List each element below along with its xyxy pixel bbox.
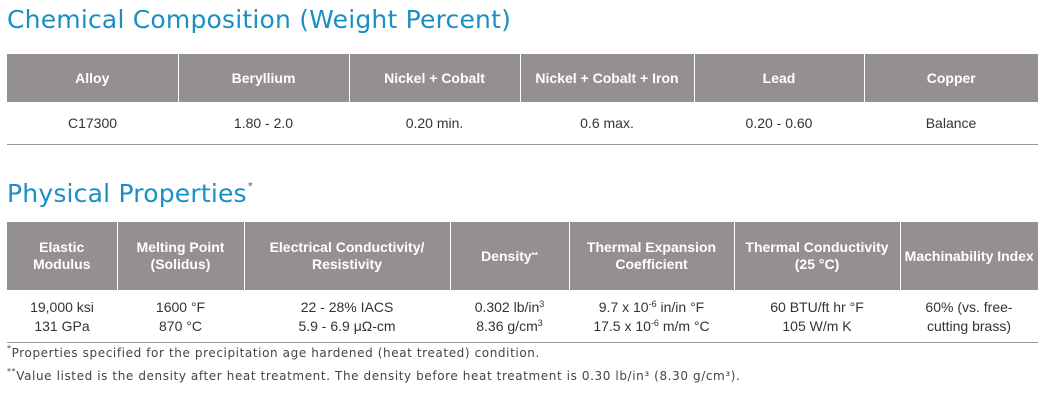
cell-lead: 0.20 - 0.60 <box>745 115 813 131</box>
cell-machinability: 60% (vs. free- cutting brass) <box>925 299 1013 334</box>
table-row: 19,000 ksi 131 GPa 1600 °F 870 °C 22 - 2… <box>7 290 1038 343</box>
cell-elastic-modulus: 19,000 ksi 131 GPa <box>30 299 94 334</box>
header-nickel-cobalt: Nickel + Cobalt <box>348 54 520 102</box>
header-machinability: Machinability Index <box>899 222 1038 290</box>
cell-melting-point: 1600 °F 870 °C <box>155 299 206 334</box>
cell-copper: Balance <box>925 115 977 131</box>
header-beryllium: Beryllium <box>177 54 349 102</box>
cell-thermal-conductivity: 60 BTU/ft hr °F 105 W/m K <box>770 299 864 334</box>
cell-nickel-cobalt-iron: 0.6 max. <box>580 115 634 131</box>
cell-beryllium: 1.80 - 2.0 <box>233 115 294 131</box>
header-electrical-conductivity: Electrical Conductivity/ Resistivity <box>243 222 450 290</box>
density-footnote-mark: ** <box>531 250 538 260</box>
footnote-precipitation: *Properties specified for the precipitat… <box>7 344 540 360</box>
physical-title: Physical Properties* <box>7 179 253 208</box>
composition-title: Chemical Composition (Weight Percent) <box>7 5 512 34</box>
header-thermal-expansion: Thermal Expansion Coefficient <box>568 222 734 290</box>
cell-density: 0.302 lb/in3 8.36 g/cm3 <box>474 299 545 334</box>
header-lead: Lead <box>693 54 864 102</box>
header-copper: Copper <box>863 54 1038 102</box>
header-alloy: Alloy <box>7 54 178 102</box>
cell-thermal-expansion: 9.7 x 10-6 in/in °F 17.5 x 10-6 m/m °C <box>593 299 710 334</box>
cell-nickel-cobalt: 0.20 min. <box>405 115 464 131</box>
cell-electrical-conductivity: 22 - 28% IACS 5.9 - 6.9 μΩ-cm <box>298 299 396 334</box>
header-nickel-cobalt-iron: Nickel + Cobalt + Iron <box>519 54 694 102</box>
composition-table: Alloy Beryllium Nickel + Cobalt Nickel +… <box>7 54 1038 145</box>
physical-properties-table: Elastic Modulus Melting Point (Solidus) … <box>7 222 1038 343</box>
title-footnote-mark: * <box>247 181 253 192</box>
header-density: Density** <box>449 222 569 290</box>
composition-header-row: Alloy Beryllium Nickel + Cobalt Nickel +… <box>7 54 1038 102</box>
header-thermal-conductivity: Thermal Conductivity (25 °C) <box>733 222 900 290</box>
table-row: C17300 1.80 - 2.0 0.20 min. 0.6 max. 0.2… <box>7 102 1038 145</box>
footnote-density: **Value listed is the density after heat… <box>7 367 741 383</box>
physical-header-row: Elastic Modulus Melting Point (Solidus) … <box>7 222 1038 290</box>
cell-alloy: C17300 <box>67 115 118 131</box>
header-melting-point: Melting Point (Solidus) <box>116 222 244 290</box>
header-elastic-modulus: Elastic Modulus <box>7 222 117 290</box>
